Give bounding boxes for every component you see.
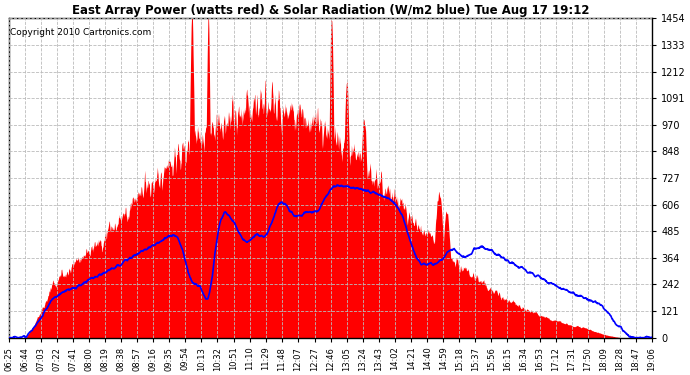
- Text: Copyright 2010 Cartronics.com: Copyright 2010 Cartronics.com: [10, 28, 151, 37]
- Title: East Array Power (watts red) & Solar Radiation (W/m2 blue) Tue Aug 17 19:12: East Array Power (watts red) & Solar Rad…: [72, 4, 589, 17]
